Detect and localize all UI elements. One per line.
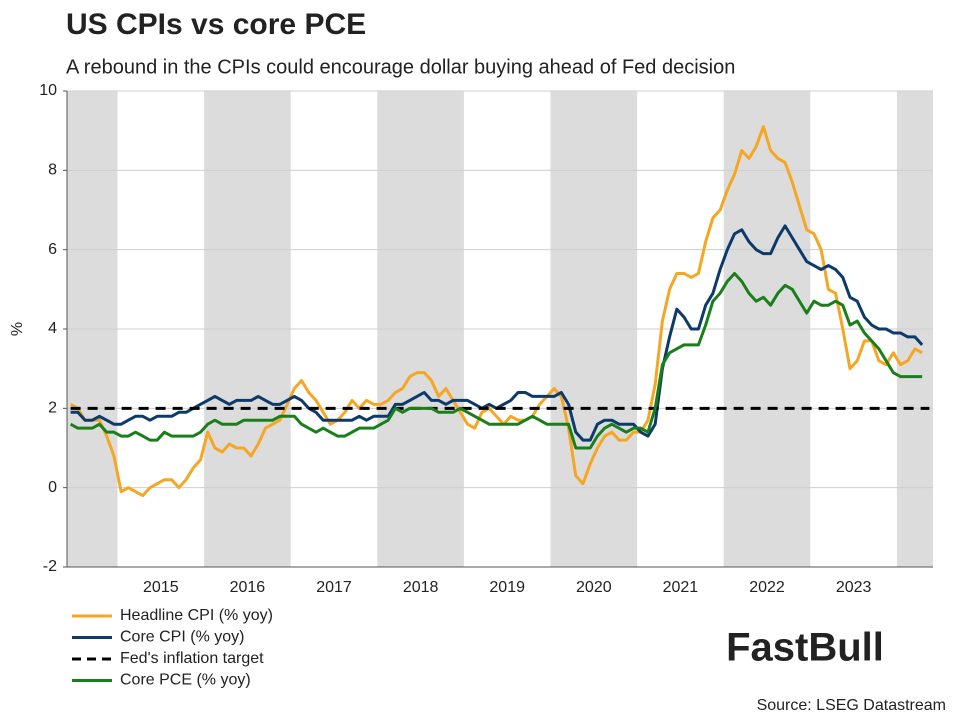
x-tick-label: 2019 xyxy=(489,579,525,596)
y-axis-label: % xyxy=(9,322,26,336)
series-line xyxy=(69,271,923,450)
plot-area: 2015 2016 2017 2018 2019 2020 2021 2022 2023 -2 0 2… xyxy=(39,82,933,596)
series-line xyxy=(69,125,923,498)
x-tick-label: 2016 xyxy=(230,579,266,596)
y-tick-label: 6 xyxy=(48,241,57,258)
source: Source: LSEG Datastream xyxy=(757,697,946,714)
x-tick-label: 2015 xyxy=(143,579,179,596)
legend-label: Headline CPI (% yoy) xyxy=(120,607,273,624)
y-tick-label: 0 xyxy=(48,479,57,496)
legend-label: Core CPI (% yoy) xyxy=(120,629,244,646)
legend: Headline CPI (% yoy) Core CPI (% yoy) Fed'… xyxy=(72,607,273,689)
y-tick-label: -2 xyxy=(43,558,57,575)
legend-label: Fed's inflation target xyxy=(120,650,264,667)
y-tick-label: 2 xyxy=(48,400,57,417)
x-tick-label: 2017 xyxy=(316,579,352,596)
x-tick-label: 2022 xyxy=(749,579,785,596)
y-tick-label: 8 xyxy=(48,162,57,179)
legend-label: Core PCE (% yoy) xyxy=(120,672,251,689)
chart-subtitle: A rebound in the CPIs could encourage do… xyxy=(66,56,735,78)
chart-title: US CPIs vs core PCE xyxy=(66,8,366,41)
y-tick-label: 10 xyxy=(39,82,57,99)
watermark: FastBull xyxy=(726,626,884,670)
x-tick-label: 2021 xyxy=(663,579,699,596)
x-tick-label: 2023 xyxy=(836,579,872,596)
x-tick-label: 2020 xyxy=(576,579,612,596)
y-tick-label: 4 xyxy=(48,320,57,337)
x-tick-label: 2018 xyxy=(403,579,439,596)
